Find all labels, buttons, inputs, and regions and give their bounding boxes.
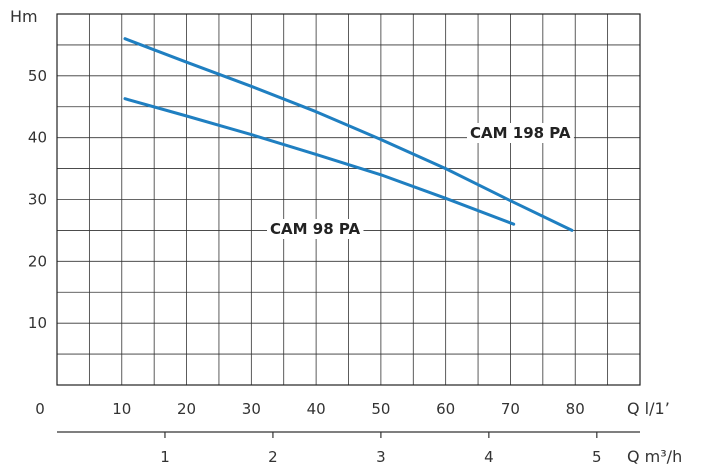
x-tick-label: 20 xyxy=(177,400,196,418)
y-tick-label: 50 xyxy=(28,67,47,85)
y-tick-label: 20 xyxy=(28,252,47,270)
x2-tick-label: 3 xyxy=(376,448,386,466)
x-tick-label: 70 xyxy=(501,400,520,418)
series-line-1 xyxy=(123,37,574,232)
x-tick-label: 0 xyxy=(35,400,45,418)
x2-tick-label: 1 xyxy=(160,448,170,466)
x-tick-label: 80 xyxy=(566,400,585,418)
x2-axis-title: Q m³/h xyxy=(627,447,682,466)
x-tick-label: 10 xyxy=(112,400,131,418)
y-tick-label: 30 xyxy=(28,191,47,209)
plot-frame xyxy=(56,13,641,386)
secondary-x-axis: 1 2 3 4 5 xyxy=(57,431,640,466)
x-tick-label: 60 xyxy=(436,400,455,418)
series-line-2 xyxy=(123,97,516,226)
x2-tick-label: 4 xyxy=(484,448,494,466)
x2-tick-label: 2 xyxy=(268,448,278,466)
series-label-background xyxy=(267,219,364,239)
x2-tick-label: 5 xyxy=(592,448,602,466)
y-tick-label: 40 xyxy=(28,129,47,147)
series-label-1: CAM 198 PA xyxy=(470,124,571,142)
y-tick-label: 10 xyxy=(28,314,47,332)
y-axis-title: Hm xyxy=(10,7,38,26)
y-tick-labels: 10 20 30 40 50 xyxy=(28,67,47,332)
series-label-2: CAM 98 PA xyxy=(270,220,360,238)
x-tick-label: 30 xyxy=(242,400,261,418)
x-tick-label: 50 xyxy=(371,400,390,418)
series-label-background xyxy=(467,123,574,143)
x-tick-label: 40 xyxy=(307,400,326,418)
x-axis-title: Q l/1’ xyxy=(627,399,670,418)
x-tick-labels: 0 10 20 30 40 50 60 70 80 xyxy=(35,400,585,418)
series-labels: CAM 198 PA CAM 98 PA xyxy=(267,123,574,239)
series-lines xyxy=(123,37,574,232)
